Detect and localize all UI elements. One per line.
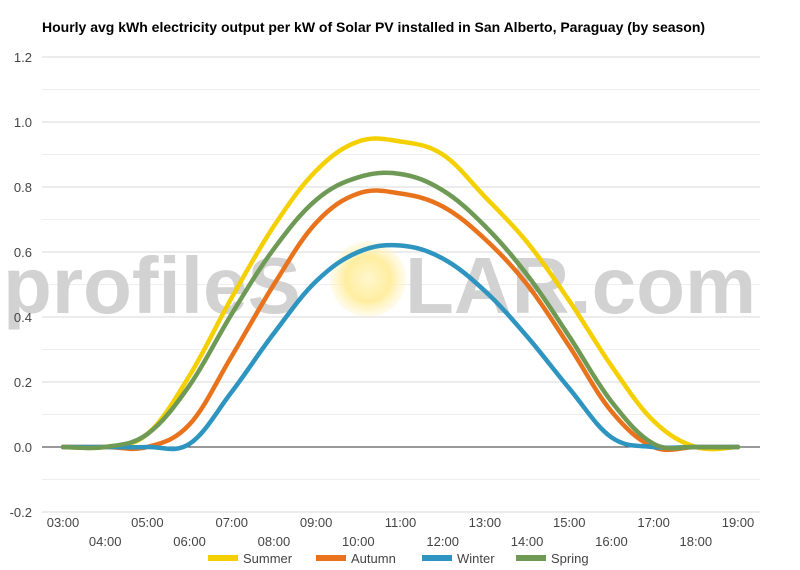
- x-tick-label: 14:00: [511, 534, 544, 549]
- series-line-spring: [60, 170, 741, 451]
- x-tick-label: 15:00: [553, 515, 586, 530]
- y-tick-label: -0.2: [10, 505, 32, 520]
- legend-label-summer: Summer: [243, 551, 293, 566]
- sun-logo-icon: [330, 241, 406, 317]
- x-tick-label: 17:00: [637, 515, 670, 530]
- x-tick-label: 10:00: [342, 534, 375, 549]
- x-tick-label: 16:00: [595, 534, 628, 549]
- y-tick-label: 0.8: [14, 180, 32, 195]
- y-tick-label: 0.0: [14, 440, 32, 455]
- x-tick-label: 06:00: [173, 534, 206, 549]
- x-tick-label: 19:00: [722, 515, 755, 530]
- series-line-winter: [60, 242, 741, 452]
- y-tick-label: 1.0: [14, 115, 32, 130]
- chart-title: Hourly avg kWh electricity output per kW…: [42, 19, 706, 35]
- x-tick-label: 07:00: [215, 515, 248, 530]
- legend-label-autumn: Autumn: [351, 551, 396, 566]
- x-tick-label: 03:00: [47, 515, 80, 530]
- x-tick-label: 08:00: [258, 534, 291, 549]
- x-tick-label: 09:00: [300, 515, 333, 530]
- series-line-summer: [60, 136, 741, 452]
- series-line-autumn: [60, 188, 741, 453]
- x-tick-label: 18:00: [680, 534, 713, 549]
- y-tick-label: 0.2: [14, 375, 32, 390]
- y-tick-label: 1.2: [14, 50, 32, 65]
- x-tick-label: 13:00: [469, 515, 502, 530]
- x-tick-label: 12:00: [426, 534, 459, 549]
- x-tick-label: 05:00: [131, 515, 164, 530]
- y-tick-label: 0.4: [14, 310, 32, 325]
- x-tick-label: 04:00: [89, 534, 122, 549]
- x-tick-label: 11:00: [385, 515, 417, 530]
- legend-label-winter: Winter: [457, 551, 495, 566]
- y-tick-label: 0.6: [14, 245, 32, 260]
- legend-label-spring: Spring: [551, 551, 589, 566]
